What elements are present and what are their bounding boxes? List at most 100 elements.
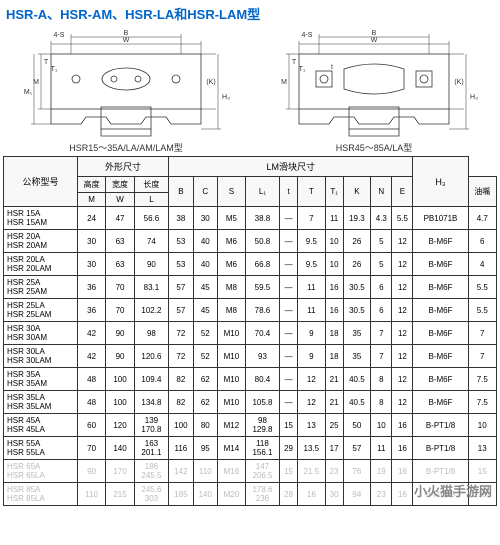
table-row-model: HSR 55AHSR 55LA [4, 437, 78, 460]
table-cell: 16 [392, 460, 413, 483]
table-cell: — [280, 299, 298, 322]
table-cell: B-M6F [413, 368, 468, 391]
table-cell: 42 [77, 322, 105, 345]
table-cell: 5.5 [468, 276, 497, 299]
table-cell: 116 [169, 437, 193, 460]
table-cell: 5.5 [392, 207, 413, 230]
table-cell: 140 [193, 483, 217, 506]
hdr-lm: LM滑块尺寸 [169, 157, 413, 177]
hdr-S: S [218, 177, 246, 207]
table-cell: 147206.5 [245, 460, 279, 483]
table-cell: 100 [106, 391, 134, 414]
table-cell: 63 [106, 230, 134, 253]
table-cell: M5 [218, 207, 246, 230]
table-cell: — [280, 276, 298, 299]
table-cell: 80.4 [245, 368, 279, 391]
table-cell: 120.6 [134, 345, 168, 368]
table-cell: 19.3 [343, 207, 371, 230]
table-cell: 4.7 [468, 207, 497, 230]
svg-text:W: W [123, 37, 130, 44]
table-cell: 142 [169, 460, 193, 483]
table-cell: 48 [77, 391, 105, 414]
table-cell: 7.5 [468, 368, 497, 391]
table-cell: 6 [371, 276, 392, 299]
spec-table-wrap: 公称型号 外形尺寸 LM滑块尺寸 H₃ 高度 宽度 长度 B C S L₁ t … [0, 156, 500, 506]
table-cell: 30 [77, 253, 105, 276]
table-cell: 70 [106, 276, 134, 299]
svg-text:H₃: H₃ [222, 94, 230, 101]
table-cell: 100 [169, 414, 193, 437]
table-cell: B-PT1/8 [413, 483, 468, 506]
table-cell: 7 [468, 322, 497, 345]
table-cell: 36 [77, 299, 105, 322]
table-row-model: HSR 25AHSR 25AM [4, 276, 78, 299]
hdr-L: L [134, 193, 168, 207]
hdr-E: E [392, 177, 413, 207]
table-cell: 21.5 [297, 460, 325, 483]
hdr-width: 宽度 [106, 177, 134, 193]
table-cell: 53 [169, 253, 193, 276]
hdr-t: t [280, 177, 298, 207]
table-cell: 25 [325, 414, 343, 437]
table-cell: B-M6F [413, 391, 468, 414]
table-cell: 6 [371, 299, 392, 322]
table-cell: 7.5 [468, 391, 497, 414]
table-cell: 12 [392, 322, 413, 345]
hdr-T: T [297, 177, 325, 207]
table-cell: 5 [371, 253, 392, 276]
table-cell: 5.5 [468, 299, 497, 322]
table-cell: 72 [169, 322, 193, 345]
table-cell: B-M6F [413, 345, 468, 368]
diagram-left-label: HSR15～35A/LA/AM/LAM型 [6, 141, 246, 154]
svg-text:H₃: H₃ [470, 94, 478, 101]
table-cell: 66.8 [245, 253, 279, 276]
table-cell: 23 [371, 483, 392, 506]
svg-text:T₁: T₁ [299, 66, 306, 73]
table-cell: 9.5 [297, 253, 325, 276]
table-cell: 118156.1 [245, 437, 279, 460]
svg-text:(K): (K) [454, 79, 463, 86]
hdr-length: 长度 [134, 177, 168, 193]
table-cell: 82 [169, 368, 193, 391]
table-cell: 18 [468, 483, 497, 506]
table-cell: 15 [468, 460, 497, 483]
table-cell: 163201.1 [134, 437, 168, 460]
table-cell: 48 [77, 368, 105, 391]
table-cell: M10 [218, 345, 246, 368]
hdr-height: 高度 [77, 177, 105, 193]
table-cell: 57 [169, 299, 193, 322]
table-cell: M10 [218, 368, 246, 391]
hdr-B: B [169, 177, 193, 207]
table-cell: M8 [218, 299, 246, 322]
table-cell: — [280, 322, 298, 345]
table-cell: 9 [297, 322, 325, 345]
table-cell: 245.6303 [134, 483, 168, 506]
table-cell: 40 [193, 230, 217, 253]
table-cell: B-M6F [413, 299, 468, 322]
table-cell: 12 [392, 230, 413, 253]
table-cell: 12 [392, 299, 413, 322]
table-cell: 7 [468, 345, 497, 368]
table-cell: M6 [218, 253, 246, 276]
table-cell: M12 [218, 414, 246, 437]
table-cell: 10 [468, 414, 497, 437]
table-cell: 105.8 [245, 391, 279, 414]
table-cell: 93 [245, 345, 279, 368]
table-cell: M20 [218, 483, 246, 506]
svg-text:W: W [371, 37, 378, 44]
table-cell: 110 [193, 460, 217, 483]
svg-text:M: M [33, 79, 39, 86]
table-cell: — [280, 230, 298, 253]
table-cell: 57 [169, 276, 193, 299]
table-cell: 139170.8 [134, 414, 168, 437]
table-cell: 53 [169, 230, 193, 253]
table-cell: 70 [106, 299, 134, 322]
table-cell: M8 [218, 276, 246, 299]
table-cell: 11 [297, 276, 325, 299]
table-cell: 13 [468, 437, 497, 460]
table-cell: 76 [343, 460, 371, 483]
table-cell: 30 [77, 230, 105, 253]
table-cell: 52 [193, 345, 217, 368]
table-cell: 102.2 [134, 299, 168, 322]
svg-text:M₁: M₁ [24, 89, 33, 96]
